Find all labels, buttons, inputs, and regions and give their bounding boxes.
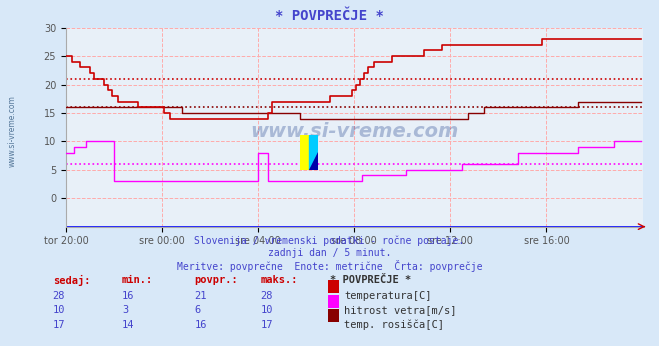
Text: www.si-vreme.com: www.si-vreme.com [8,95,17,167]
Text: temp. rosišča[C]: temp. rosišča[C] [344,320,444,330]
Text: 17: 17 [53,320,65,330]
Text: zadnji dan / 5 minut.: zadnji dan / 5 minut. [268,248,391,258]
Text: * POVPREČJE *: * POVPREČJE * [330,275,411,285]
Text: 6: 6 [194,305,200,315]
Text: Slovenija / vremenski podatki - ročne postaje.: Slovenija / vremenski podatki - ročne po… [194,236,465,246]
Text: 16: 16 [122,291,134,301]
Text: 21: 21 [194,291,207,301]
Text: maks.:: maks.: [260,275,298,285]
Bar [300,135,309,170]
Text: 10: 10 [53,305,65,315]
Text: 17: 17 [260,320,273,330]
Text: 10: 10 [260,305,273,315]
Text: 28: 28 [260,291,273,301]
Text: hitrost vetra[m/s]: hitrost vetra[m/s] [344,305,457,315]
Text: 16: 16 [194,320,207,330]
Text: 14: 14 [122,320,134,330]
Text: min.:: min.: [122,275,153,285]
Text: temperatura[C]: temperatura[C] [344,291,432,301]
Text: sedaj:: sedaj: [53,275,90,286]
Text: 28: 28 [53,291,65,301]
Text: www.si-vreme.com: www.si-vreme.com [250,122,459,140]
Bar [309,135,318,170]
Text: Meritve: povprečne  Enote: metrične  Črta: povprečje: Meritve: povprečne Enote: metrične Črta:… [177,260,482,272]
Text: 3: 3 [122,305,128,315]
Text: povpr.:: povpr.: [194,275,238,285]
Text: * POVPREČJE *: * POVPREČJE * [275,9,384,22]
Polygon shape [309,152,318,170]
